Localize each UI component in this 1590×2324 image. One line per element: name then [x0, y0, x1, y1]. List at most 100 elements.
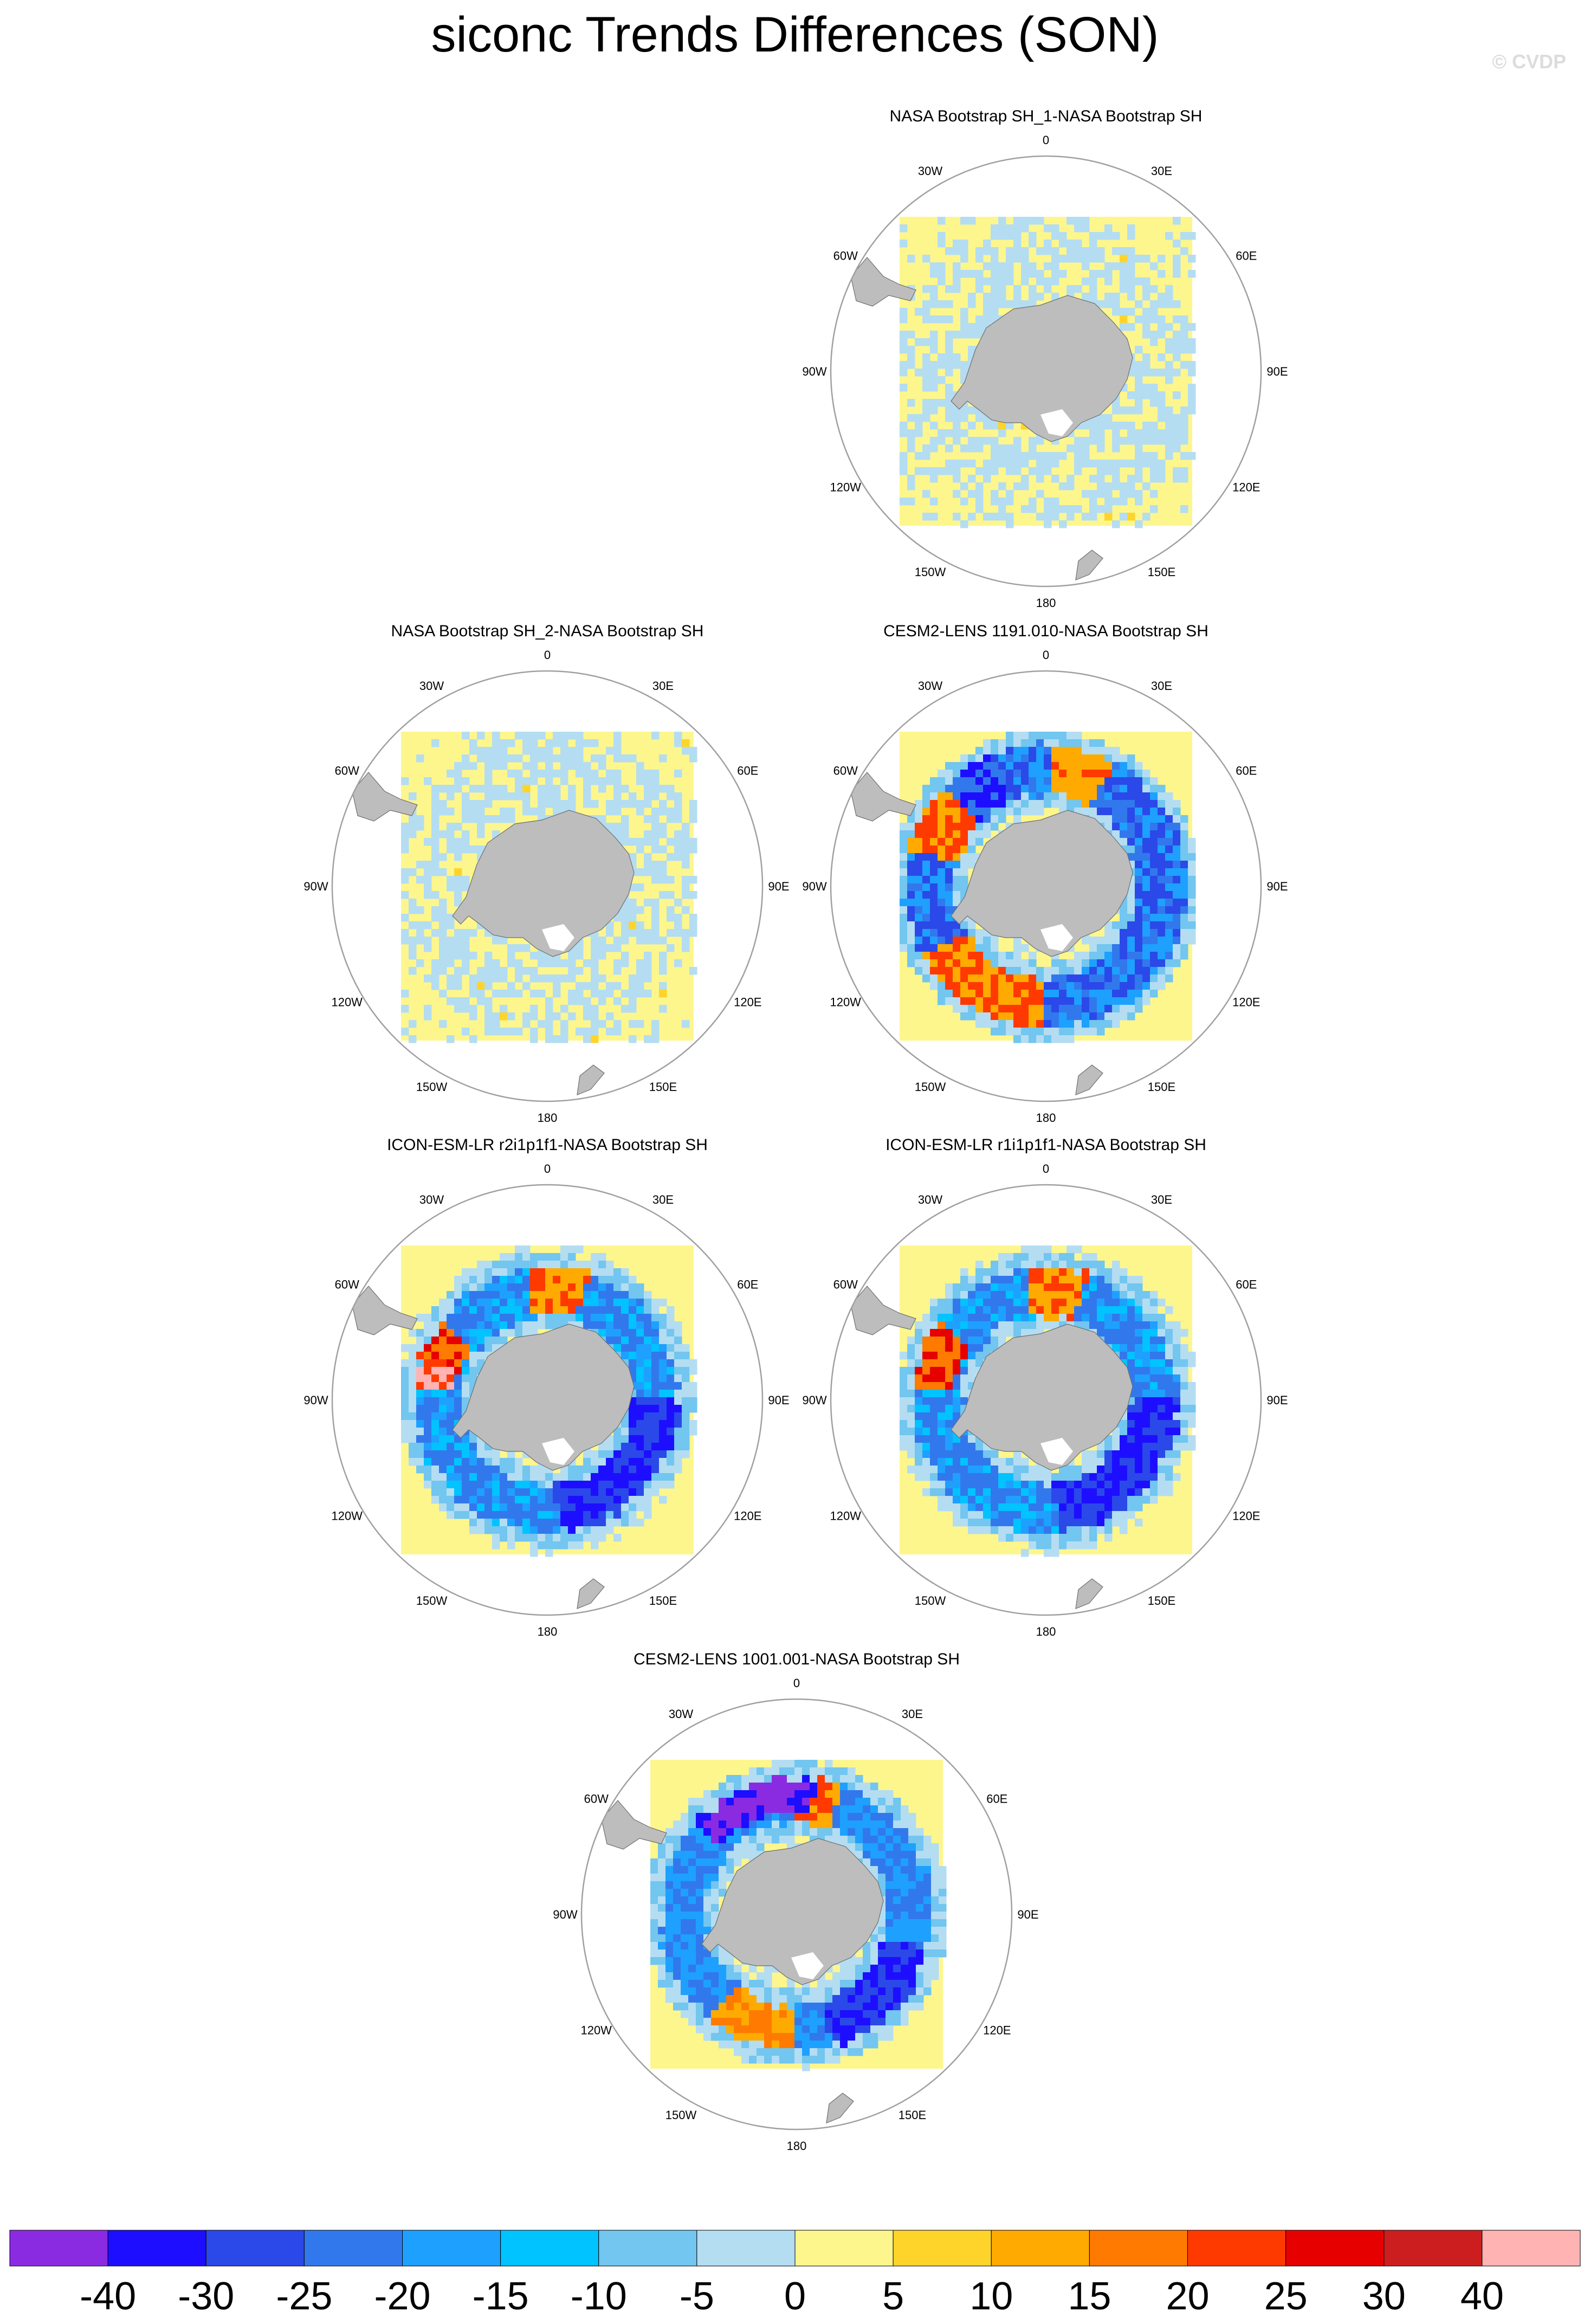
grid-cell	[930, 1466, 938, 1474]
grid-cell	[492, 1283, 500, 1292]
grid-cell	[484, 1291, 493, 1299]
grid-cell	[689, 1405, 697, 1413]
grid-cell	[621, 1503, 629, 1512]
grid-cell	[991, 308, 999, 316]
grid-cell	[667, 853, 675, 861]
grid-cell	[1158, 868, 1166, 876]
grid-cell	[629, 1314, 637, 1322]
grid-cell	[454, 762, 462, 770]
grid-cell	[522, 1261, 531, 1269]
grid-cell	[1180, 921, 1188, 929]
grid-cell	[1188, 1435, 1196, 1443]
grid-cell	[930, 883, 938, 892]
grid-cell	[1150, 1314, 1158, 1322]
grid-cell	[644, 1390, 652, 1398]
grid-cell	[1112, 300, 1120, 308]
grid-cell	[409, 1443, 417, 1451]
grid-cell	[1142, 997, 1151, 1005]
grid-cell	[922, 376, 930, 384]
grid-cell	[1188, 406, 1196, 415]
grid-cell	[416, 1397, 424, 1405]
grid-cell	[938, 1321, 946, 1329]
grid-cell	[583, 1012, 591, 1021]
grid-cell	[1173, 1390, 1181, 1398]
grid-cell	[915, 1329, 923, 1337]
grid-cell	[1059, 770, 1067, 778]
grid-cell	[1082, 444, 1090, 453]
grid-cell	[1150, 1374, 1158, 1383]
grid-cell	[682, 1344, 690, 1352]
grid-cell	[1104, 929, 1113, 937]
grid-cell	[991, 1337, 999, 1345]
grid-cell	[1142, 785, 1151, 793]
grid-cell	[682, 823, 690, 831]
grid-cell	[454, 785, 462, 793]
grid-cell	[1120, 1443, 1128, 1451]
grid-cell	[469, 1526, 477, 1534]
grid-cell	[484, 1028, 493, 1036]
grid-cell	[477, 997, 485, 1005]
grid-cell	[424, 1329, 432, 1337]
grid-cell	[409, 1390, 417, 1398]
grid-cell	[922, 1382, 930, 1390]
grid-cell	[960, 1443, 968, 1451]
grid-cell	[606, 1450, 614, 1458]
grid-cell	[953, 944, 961, 952]
grid-cell	[606, 1329, 614, 1337]
grid-cell	[1036, 1012, 1044, 1021]
grid-cell	[1006, 974, 1014, 983]
grid-cell	[968, 762, 976, 770]
grid-cell	[1067, 1519, 1075, 1527]
grid-cell	[938, 830, 946, 838]
grid-cell	[484, 747, 493, 755]
grid-cell	[960, 498, 968, 506]
grid-cell	[636, 1299, 644, 1307]
grid-cell	[953, 1352, 961, 1360]
grid-cell	[1074, 1291, 1082, 1299]
longitude-label: 60E	[737, 1278, 758, 1292]
grid-cell	[462, 808, 470, 816]
grid-cell	[1120, 785, 1128, 793]
grid-cell	[560, 1020, 568, 1028]
grid-cell	[447, 1466, 455, 1474]
grid-cell	[1036, 277, 1044, 286]
grid-cell	[553, 1291, 561, 1299]
grid-cell	[500, 1496, 508, 1504]
grid-cell	[1044, 1473, 1052, 1481]
grid-cell	[1158, 475, 1166, 483]
grid-cell	[651, 770, 660, 778]
grid-cell	[689, 815, 697, 823]
grid-cell	[975, 990, 984, 998]
grid-cell	[606, 1503, 614, 1512]
grid-cell	[667, 1450, 675, 1458]
grid-cell	[907, 1374, 915, 1383]
grid-cell	[1036, 1481, 1044, 1489]
panel-title: NASA Bootstrap SH_1-NASA Bootstrap SH	[890, 107, 1203, 125]
grid-cell	[1112, 1496, 1120, 1504]
grid-cell	[930, 1352, 938, 1360]
grid-cell	[1127, 1276, 1135, 1284]
grid-cell	[1051, 1314, 1059, 1322]
grid-cell	[983, 1005, 991, 1013]
grid-cell	[462, 1367, 470, 1375]
grid-cell	[975, 937, 984, 945]
longitude-label: 180	[538, 1111, 558, 1125]
grid-cell	[507, 1466, 515, 1474]
grid-cell	[553, 1526, 561, 1534]
grid-cell	[991, 762, 999, 770]
grid-cell	[945, 830, 953, 838]
grid-cell	[538, 1511, 546, 1519]
grid-cell	[1165, 1344, 1173, 1352]
grid-cell	[636, 1503, 644, 1512]
grid-cell	[1135, 1329, 1143, 1337]
grid-cell	[1104, 300, 1113, 308]
grid-cell	[1029, 990, 1037, 998]
grid-cell	[945, 1299, 953, 1307]
grid-cell	[613, 1458, 622, 1466]
grid-cell	[1180, 1329, 1188, 1337]
grid-cell	[938, 777, 946, 785]
grid-cell	[1044, 1020, 1052, 1028]
grid-cell	[606, 1496, 614, 1504]
grid-cell	[1074, 1005, 1082, 1013]
grid-cell	[1142, 437, 1151, 445]
